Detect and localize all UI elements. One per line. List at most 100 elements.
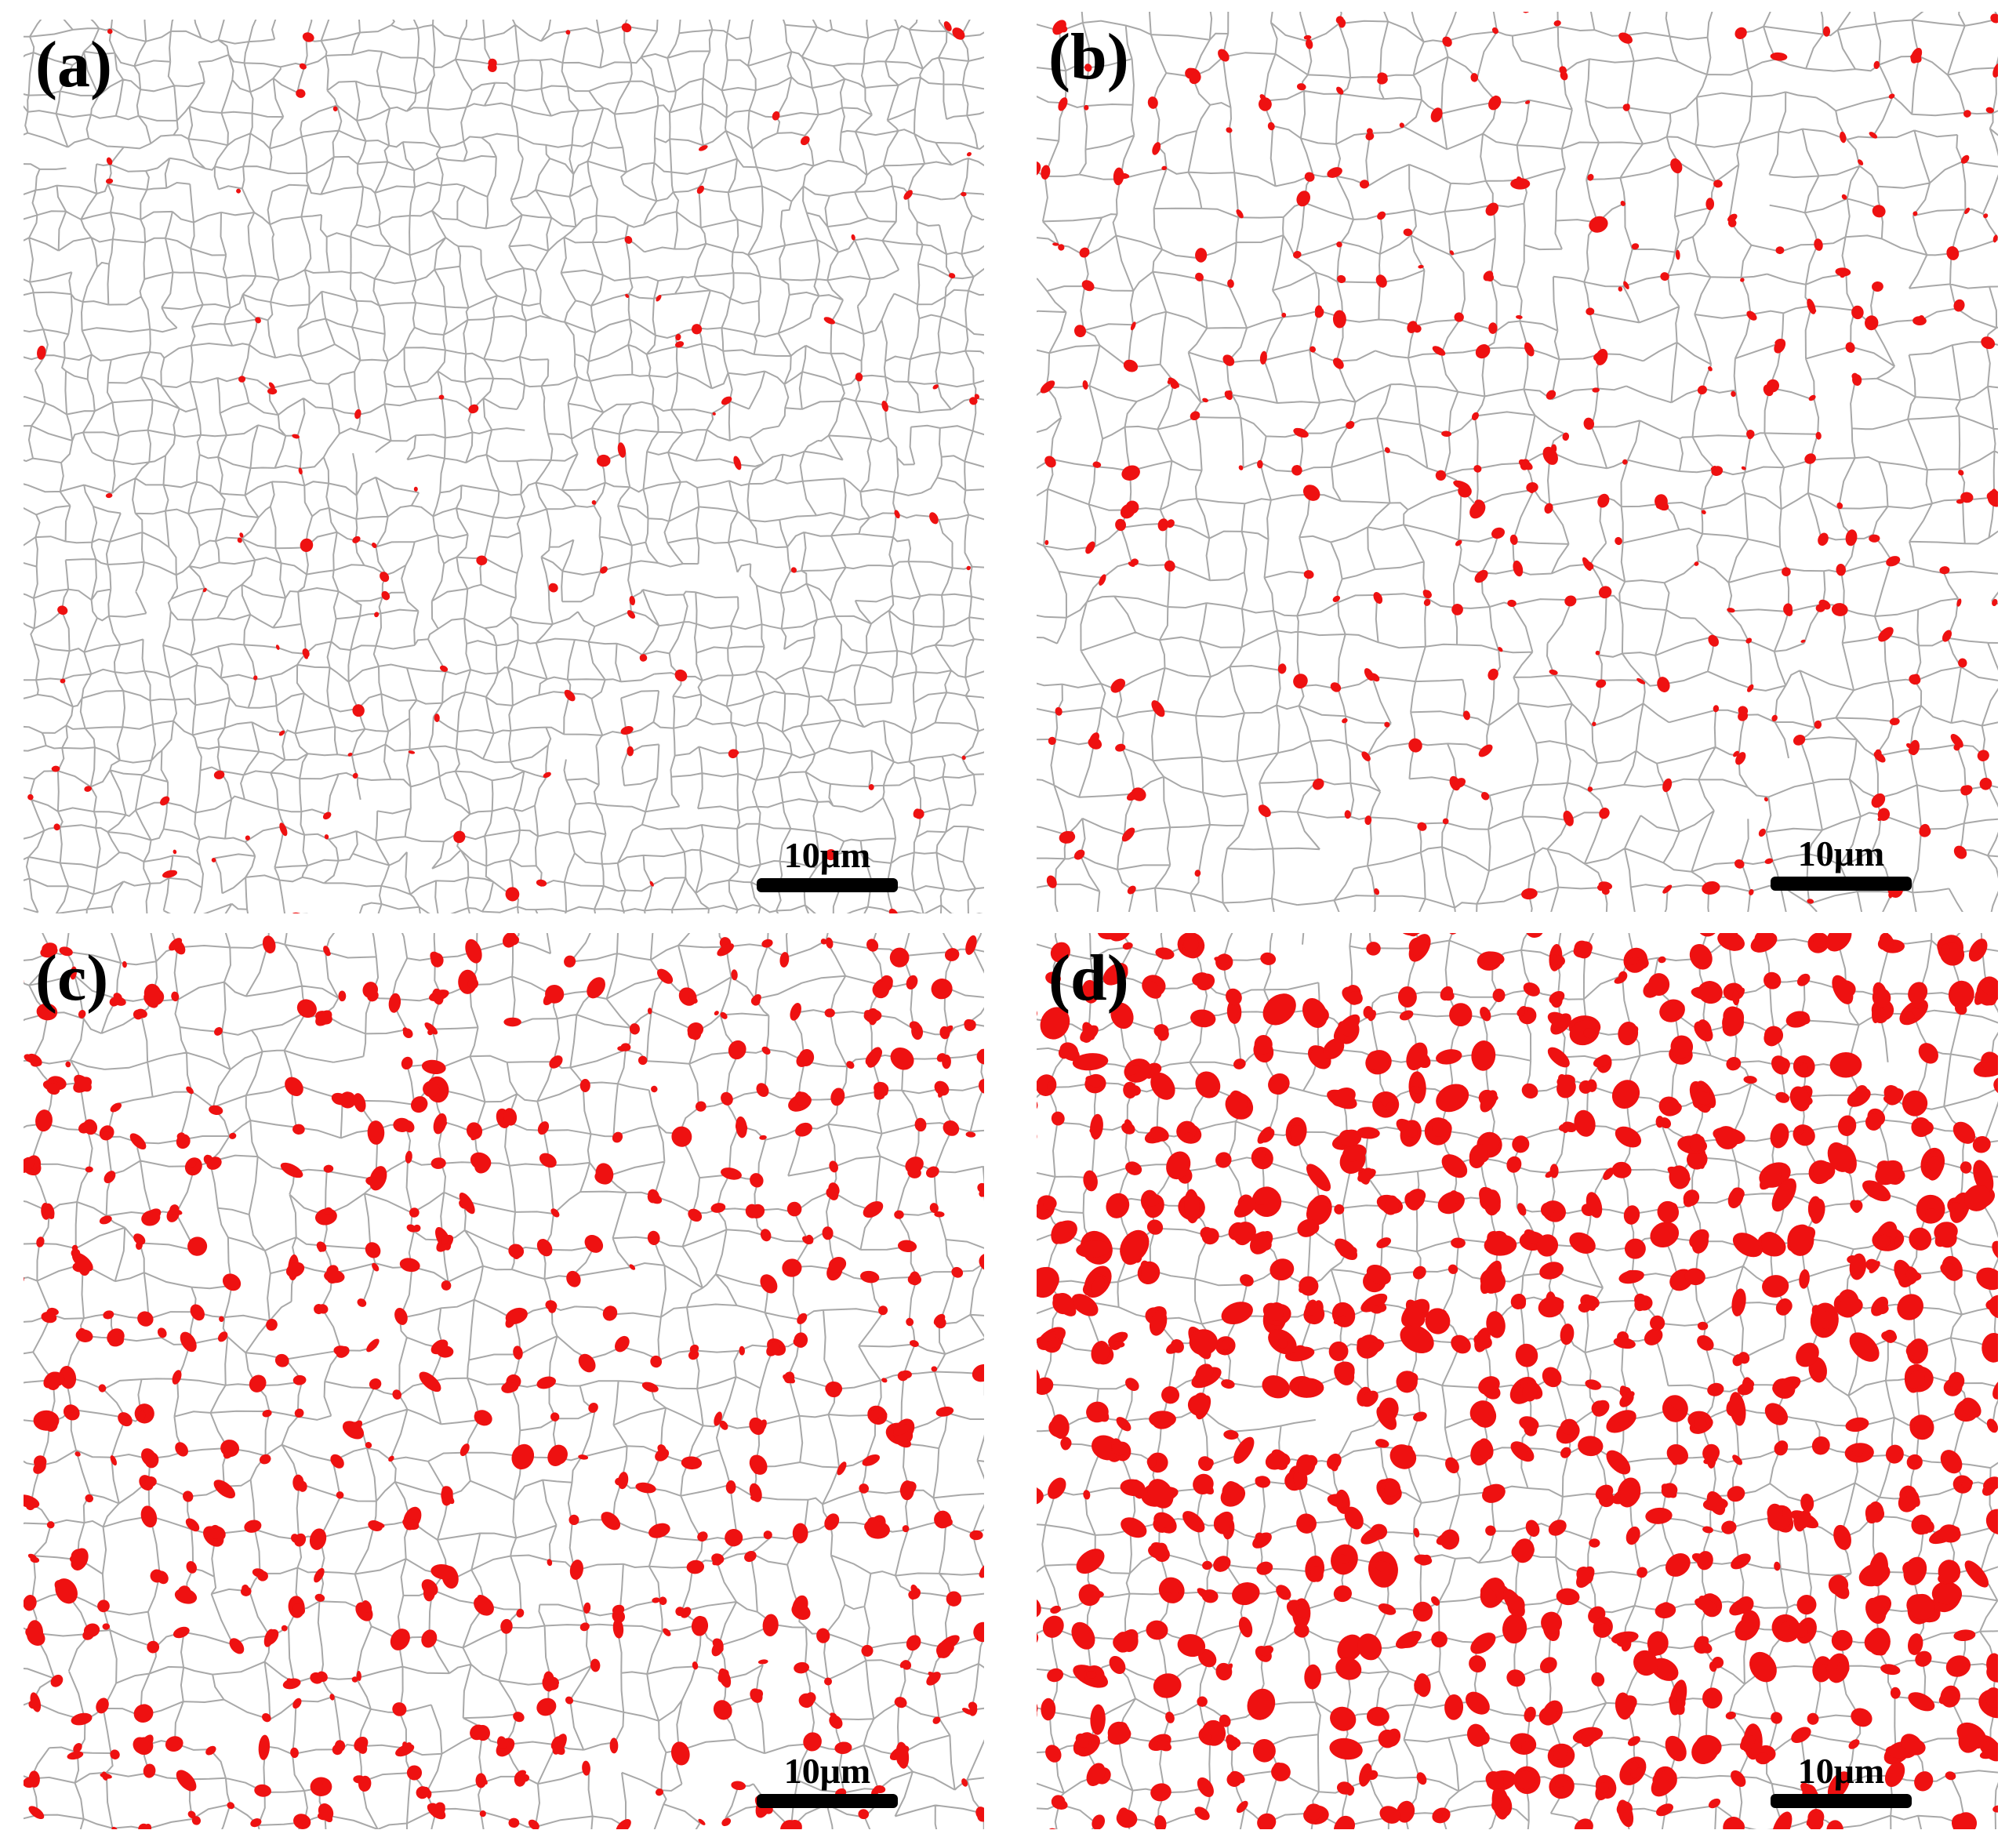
second-phase [1466,1691,1490,1715]
second-phase [1555,1774,1569,1788]
second-phase [1376,1405,1397,1430]
second-phase [338,990,347,1002]
second-phase [545,984,565,1004]
second-phase [1051,1111,1065,1126]
second-phase [244,1520,262,1533]
second-phase [1124,1064,1141,1076]
second-phase [65,1061,71,1068]
second-phase [1888,892,1892,899]
second-phase [1156,1740,1172,1752]
second-phase [145,1476,157,1487]
second-phase [1597,493,1610,508]
second-phase [1214,1511,1233,1532]
second-phase [1727,1486,1745,1502]
second-phase [1412,1265,1426,1280]
second-phase [721,396,732,405]
second-phase [1146,1219,1164,1235]
second-phase [1771,714,1778,722]
second-phase [1146,1195,1161,1207]
second-phase [96,1698,109,1714]
second-phase [687,1026,699,1040]
second-phase [731,969,738,981]
second-phase [292,434,300,439]
second-phase [595,1163,614,1185]
second-phase [1333,1818,1349,1829]
second-phase [894,1210,904,1219]
second-phase [1052,1798,1068,1810]
second-phase [979,1253,984,1272]
second-phase [1964,1560,1989,1588]
second-phase [1305,1803,1323,1821]
second-phase [1116,1809,1138,1828]
second-phase [1560,1418,1578,1435]
second-phase [1669,1165,1691,1189]
second-phase [550,1208,560,1218]
second-phase [1344,810,1351,819]
second-phase [1051,1414,1070,1439]
second-phase [1657,1200,1680,1223]
second-phase [688,1208,703,1222]
second-phase [1622,103,1630,111]
second-phase [408,750,416,754]
second-phase [353,1775,366,1784]
second-phase [790,1003,801,1021]
second-phase [1615,536,1622,546]
second-phase [1964,1185,1992,1211]
second-phase [1857,159,1864,165]
second-phase [1198,1649,1217,1668]
second-phase [750,997,761,1006]
second-phase [1204,1458,1214,1468]
second-phase [1161,165,1168,171]
second-phase [1766,379,1780,393]
second-phase [1367,1770,1379,1781]
second-phase [1085,541,1095,554]
second-phase [1086,1401,1109,1423]
second-phase [1938,1560,1961,1584]
second-phase [965,1131,976,1138]
second-phase [259,1454,271,1465]
second-phase [309,1528,327,1550]
second-phase [890,1047,914,1070]
second-phase [1687,1149,1708,1170]
second-phase [1436,1084,1469,1113]
second-phase [245,835,250,841]
second-phase [1951,1814,1975,1829]
scale-bar [1771,1794,1912,1808]
second-phase [1522,1382,1538,1402]
second-phase [1442,818,1449,825]
second-phase [1310,1566,1324,1582]
second-phase [1815,604,1825,612]
second-phase [443,1492,455,1505]
second-phase [547,1445,566,1466]
second-phase [381,590,390,601]
second-phase [1513,1538,1535,1563]
second-phase [1037,161,1041,178]
second-phase [213,770,225,779]
second-phase [438,394,445,400]
second-phase [1395,1631,1422,1649]
second-phase [1040,380,1055,394]
second-phase [1906,1454,1923,1470]
second-phase [1084,104,1089,111]
second-phase [24,1777,37,1788]
micrograph-panel [1037,12,1998,912]
second-phase [1492,988,1506,1003]
grain-boundaries [24,933,984,1829]
second-phase [1366,1706,1389,1727]
second-phase [1538,1296,1564,1318]
second-phase [1195,1071,1221,1098]
second-phase [1360,1390,1379,1407]
second-phase [97,1600,110,1613]
second-phase [35,1109,53,1132]
second-phase [783,1371,795,1384]
second-phase [1738,706,1749,716]
second-phase [1414,1554,1433,1566]
second-phase [1226,988,1242,1006]
second-phase [1260,1127,1275,1143]
second-phase [392,1702,407,1716]
second-phase [1232,1582,1260,1606]
second-phase [1215,1152,1232,1168]
second-phase [674,669,688,682]
second-phase [1862,1180,1891,1202]
second-phase [1587,173,1594,181]
